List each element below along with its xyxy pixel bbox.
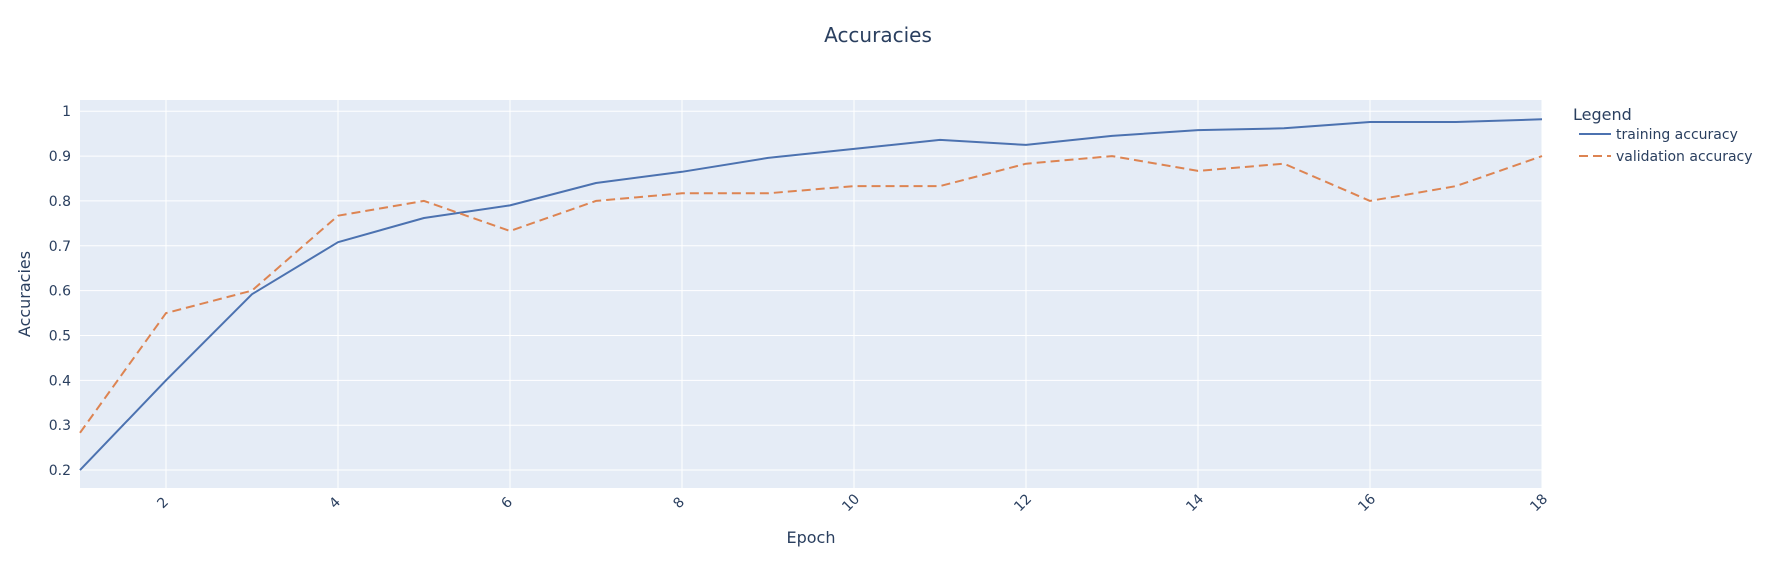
- x-tick-label: 6: [498, 494, 516, 512]
- legend: Legend training accuracy validation accur…: [1573, 105, 1753, 165]
- x-tick-label: 18: [1527, 491, 1551, 515]
- y-tick-label: 1: [62, 104, 71, 120]
- y-axis-title: Accuracies: [15, 251, 34, 337]
- y-tick-label: 0.3: [49, 418, 71, 434]
- y-tick-label: 0.8: [49, 194, 71, 210]
- plot-area: [80, 100, 1542, 488]
- y-tick-label: 0.2: [49, 463, 71, 479]
- x-tick-label: 16: [1355, 491, 1379, 515]
- y-tick-label: 0.5: [49, 328, 71, 344]
- x-tick-label: 8: [670, 494, 688, 512]
- x-tick-label: 10: [839, 491, 863, 515]
- legend-items: training accuracy validation accuracy: [1579, 127, 1753, 165]
- x-axis-ticks: 2 4 6 8 10 12 14 16 18: [154, 491, 1551, 515]
- x-axis-title: Epoch: [787, 528, 836, 547]
- y-tick-label: 0.6: [49, 284, 71, 300]
- y-tick-label: 0.4: [49, 373, 71, 389]
- x-tick-label: 2: [154, 494, 172, 512]
- y-tick-label: 0.7: [49, 239, 71, 255]
- legend-title: Legend: [1573, 105, 1632, 124]
- y-tick-label: 0.9: [49, 149, 71, 165]
- series-lines: [79, 118, 1543, 471]
- chart-title: Accuracies: [824, 23, 932, 47]
- legend-label: training accuracy: [1616, 127, 1738, 143]
- series-line-training-accuracy: [79, 118, 1543, 471]
- x-tick-label: 12: [1011, 491, 1035, 515]
- x-tick-label: 14: [1183, 491, 1207, 515]
- legend-label: validation accuracy: [1616, 149, 1753, 165]
- grid-lines: [80, 100, 1543, 488]
- x-tick-label: 4: [326, 494, 344, 512]
- y-axis-ticks: 0.2 0.3 0.4 0.5 0.6 0.7 0.8 0.9 1: [49, 104, 71, 479]
